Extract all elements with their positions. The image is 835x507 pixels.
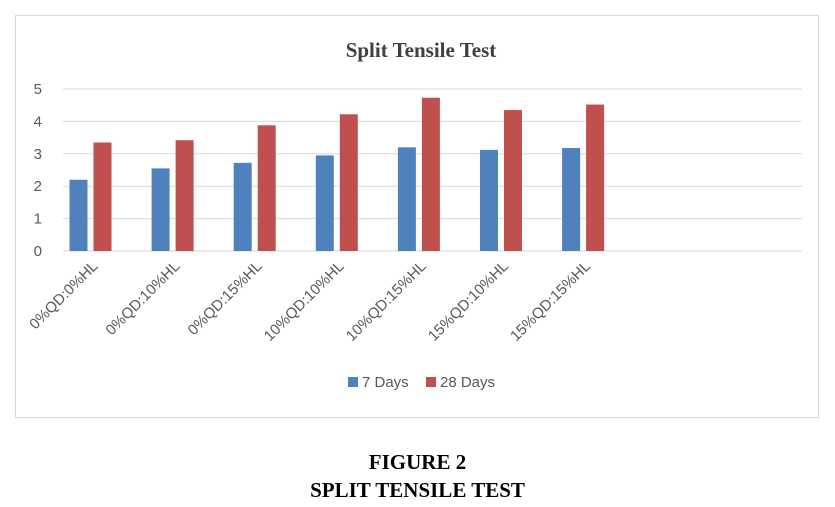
bar-7-days xyxy=(315,155,334,251)
y-tick-label: 3 xyxy=(34,146,42,163)
x-tick-label: 10%QD:15%HL xyxy=(343,258,430,345)
legend-label: 28 Days xyxy=(440,374,495,391)
y-tick-label: 4 xyxy=(34,113,42,130)
bar-28-days xyxy=(93,142,112,251)
bar-7-days xyxy=(233,162,252,251)
figure-number: FIGURE 2 xyxy=(368,450,467,474)
x-tick-label: 15%QD:10%HL xyxy=(425,258,512,345)
bar-chart: Split Tensile Test 0 1 2 3 4 5 0%QD:0%HL 0%QD:10… xyxy=(26,38,802,391)
bar-7-days xyxy=(397,147,416,251)
x-tick-label: 10%QD:10%HL xyxy=(261,258,348,345)
chart-area: Split Tensile Test 0 1 2 3 4 5 0%QD:0%HL 0%QD:10… xyxy=(15,15,819,418)
x-tick-label: 0%QD:10%HL xyxy=(102,258,183,339)
bar-7-days xyxy=(480,149,498,251)
legend-swatch xyxy=(348,377,358,387)
bar-7-days xyxy=(562,147,581,251)
bar-28-days xyxy=(339,114,358,251)
y-tick-label: 2 xyxy=(34,178,42,195)
bar-7-days xyxy=(69,179,88,251)
bar-28-days xyxy=(175,140,194,251)
y-tick-label: 0 xyxy=(34,243,42,260)
bar-28-days xyxy=(504,110,522,251)
x-tick-label: 0%QD:0%HL xyxy=(26,258,101,333)
legend-swatch xyxy=(426,377,436,387)
figure-title: SPLIT TENSILE TEST xyxy=(310,478,525,502)
x-tick-label: 15%QD:15%HL xyxy=(507,258,594,345)
bar-28-days xyxy=(257,125,276,251)
bar-28-days xyxy=(586,104,605,251)
bar-28-days xyxy=(421,97,440,251)
bar-7-days xyxy=(151,168,170,251)
x-tick-label: 0%QD:15%HL xyxy=(185,258,266,339)
y-tick-label: 5 xyxy=(34,81,42,98)
legend-label: 7 Days xyxy=(362,374,409,391)
chart-title: Split Tensile Test xyxy=(346,38,497,62)
y-tick-label: 1 xyxy=(34,211,42,228)
